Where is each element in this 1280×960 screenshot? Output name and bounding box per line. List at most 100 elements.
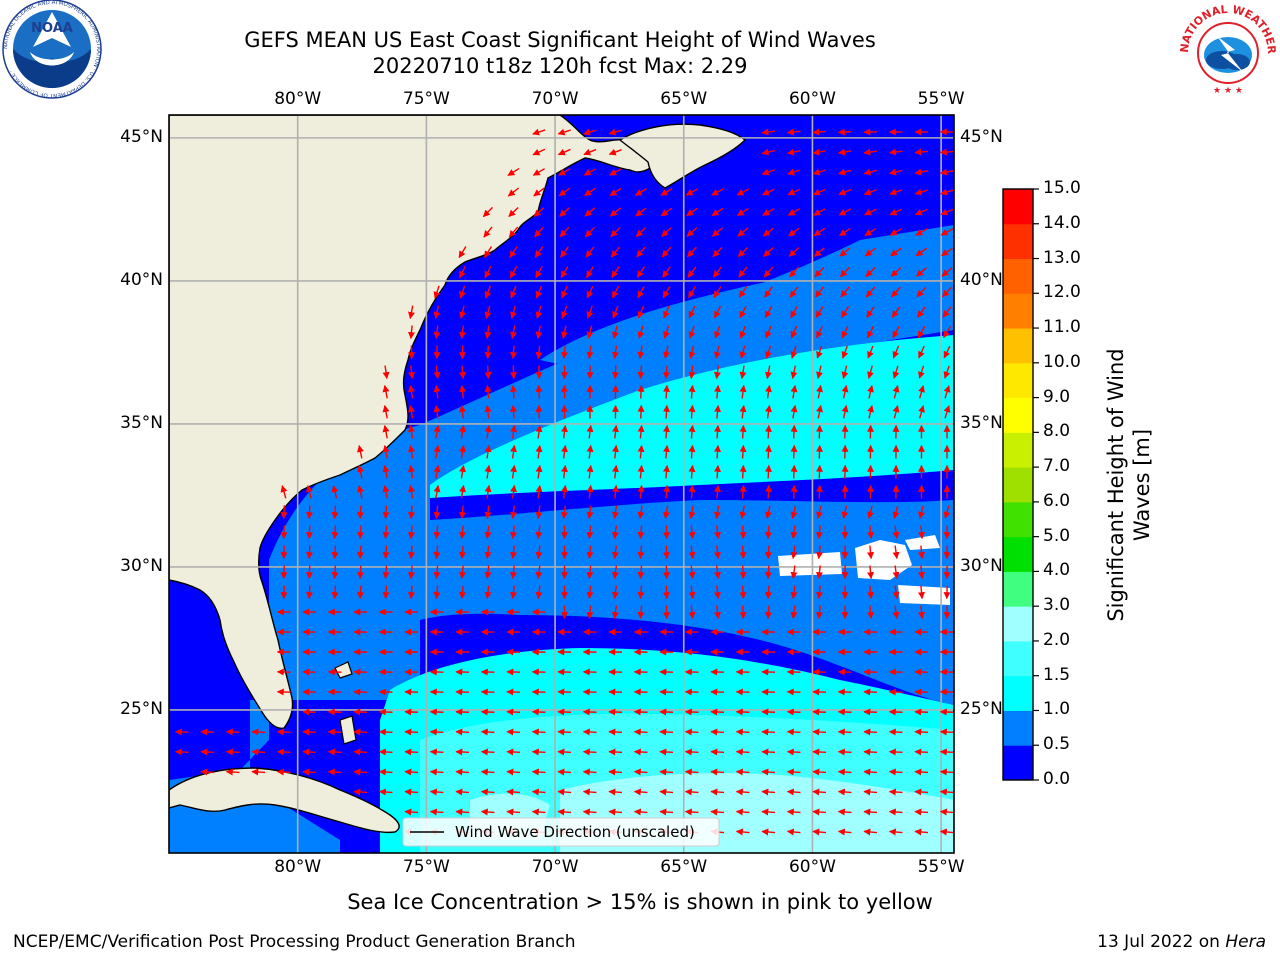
wave-direction-arrow [738,266,748,278]
wave-direction-arrow [280,545,288,560]
wave-direction-arrow [507,187,520,197]
wave-direction-arrow [889,188,903,196]
wave-direction-arrow [863,788,878,796]
wave-direction-arrow [408,444,415,459]
wave-direction-arrow [586,585,594,600]
wave-direction-arrow [586,305,594,319]
wave-direction-arrow [637,325,645,339]
wave-direction-arrow [786,728,801,736]
wave-direction-arrow [408,384,415,399]
wave-direction-arrow [561,505,568,520]
wave-direction-arrow [378,788,393,796]
wave-direction-arrow [739,365,747,380]
wave-direction-arrow [663,444,671,459]
wave-direction-arrow [561,305,568,319]
wave-direction-arrow [458,525,466,540]
wave-direction-arrow [739,345,747,359]
wave-direction-arrow [611,266,620,279]
wave-direction-arrow [535,484,543,499]
wave-direction-arrow [633,788,648,796]
wave-direction-arrow [863,188,877,196]
wave-direction-arrow [761,828,776,836]
colorbar-swatch [1003,640,1033,677]
wave-direction-arrow [943,505,951,519]
wave-direction-arrow [712,246,723,258]
wave-direction-arrow [356,505,364,520]
wave-direction-arrow [510,484,517,499]
wave-direction-arrow [688,545,696,560]
lon-tick-label-bottom: 70°W [531,857,579,877]
wave-direction-arrow [914,728,929,736]
wave-direction-arrow [889,228,902,236]
wave-direction-arrow [790,345,798,359]
wave-direction-arrow [586,464,594,479]
colorbar-swatch [1003,745,1033,781]
colorbar-swatch [1003,467,1033,503]
wave-direction-arrow [484,565,492,580]
wave-direction-arrow [637,565,645,580]
wave-direction-arrow [917,326,926,339]
wave-direction-arrow [378,708,393,716]
wave-direction-arrow [684,768,699,776]
wave-direction-arrow [662,266,671,278]
wave-direction-arrow [710,788,725,796]
wave-direction-arrow [839,266,851,278]
wave-direction-arrow [786,768,801,776]
wave-direction-arrow [612,545,619,560]
wave-direction-arrow [739,484,747,499]
wave-direction-arrow [762,227,775,237]
wave-direction-arrow [484,545,492,560]
wave-direction-arrow [663,424,671,439]
wave-direction-arrow [765,444,773,459]
wave-direction-arrow [483,246,493,259]
wave-direction-arrow [815,306,824,319]
wave-direction-arrow [816,345,823,359]
lon-tick-label-bottom: 80°W [274,857,322,877]
wave-direction-arrow [891,306,901,318]
wave-direction-arrow [535,305,543,319]
wave-direction-arrow [738,286,748,299]
wave-direction-arrow [662,286,671,299]
wave-direction-arrow [892,525,900,540]
wave-direction-arrow [508,226,519,238]
wave-direction-arrow [582,808,597,816]
wave-direction-arrow [584,187,596,197]
wave-direction-arrow [739,585,747,600]
wave-direction-arrow [688,384,696,399]
wave-direction-arrow [382,585,390,600]
wave-direction-arrow [251,728,266,736]
wave-direction-arrow [918,345,925,359]
wave-direction-arrow [914,748,929,756]
colorbar-tick-label: 3.0 [1043,595,1071,616]
wave-direction-arrow [863,728,878,736]
wave-direction-arrow [483,226,493,238]
wave-direction-arrow [838,227,851,237]
wave-direction-arrow [459,444,466,459]
wave-direction-arrow [633,808,648,816]
wave-direction-arrow [765,424,773,439]
wave-direction-arrow [761,168,775,176]
wave-direction-arrow [867,585,875,600]
wave-direction-arrow [353,708,368,716]
colorbar-swatch [1003,293,1033,329]
colorbar-swatch [1003,258,1033,294]
wave-direction-arrow [663,384,671,399]
wave-direction-arrow [915,228,928,236]
wave-direction-arrow [586,484,594,499]
map-title: GEFS MEAN US East Coast Significant Heig… [244,28,876,52]
wave-direction-arrow [659,808,674,816]
wave-direction-arrow [535,424,543,439]
host-name: Hera [1225,932,1266,952]
wave-direction-arrow [841,365,849,379]
wave-direction-arrow [765,345,772,359]
wave-direction-arrow [765,484,773,499]
colorbar-tick-label: 1.0 [1043,699,1071,720]
wave-direction-arrow [941,247,953,257]
wave-direction-arrow [506,808,521,816]
wave-direction-arrow [608,768,623,776]
wave-direction-arrow [892,405,900,419]
wave-direction-arrow [356,545,364,560]
lat-tick-label-right: 25°N [960,698,1003,719]
wave-direction-arrow [586,545,594,560]
wave-direction-arrow [711,227,723,237]
